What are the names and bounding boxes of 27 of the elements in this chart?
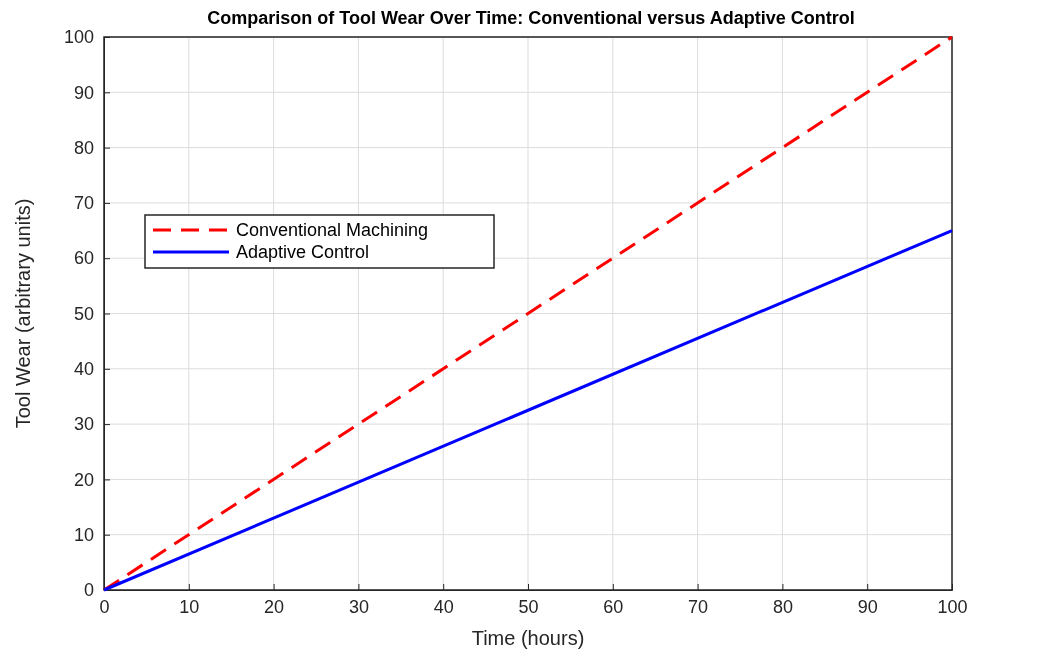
y-tick-label: 60: [73, 248, 94, 269]
y-axis-title: Tool Wear (arbitrary units): [12, 198, 34, 429]
y-tick-label: 90: [73, 82, 94, 103]
x-tick-label: 0: [99, 596, 110, 617]
y-tick-label: 10: [73, 524, 94, 545]
x-tick-label: 40: [433, 596, 454, 617]
legend-label: Conventional Machining: [236, 220, 429, 240]
x-tick-label: 80: [772, 596, 793, 617]
y-tick-label: 50: [73, 303, 94, 324]
x-tick-label: 60: [603, 596, 624, 617]
legend-label: Adaptive Control: [236, 242, 370, 262]
chart-title: Comparison of Tool Wear Over Time: Conventional versus Adaptive Control: [207, 8, 855, 28]
x-tick-label: 10: [179, 596, 200, 617]
x-tick-label: 100: [937, 596, 968, 617]
y-tick-label: 0: [83, 580, 94, 601]
y-tick-label: 30: [73, 414, 94, 435]
x-tick-label: 70: [688, 596, 709, 617]
y-tick-label: 40: [73, 359, 94, 380]
y-tick-label: 20: [73, 469, 94, 490]
x-tick-label: 90: [857, 596, 878, 617]
y-tick-label: 100: [63, 27, 94, 48]
x-tick-label: 20: [264, 596, 285, 617]
y-tick-label: 70: [73, 193, 94, 214]
x-tick-label: 50: [518, 596, 539, 617]
y-tick-label: 80: [73, 137, 94, 158]
x-axis-title: Time (hours): [471, 627, 585, 649]
x-tick-label: 30: [348, 596, 369, 617]
